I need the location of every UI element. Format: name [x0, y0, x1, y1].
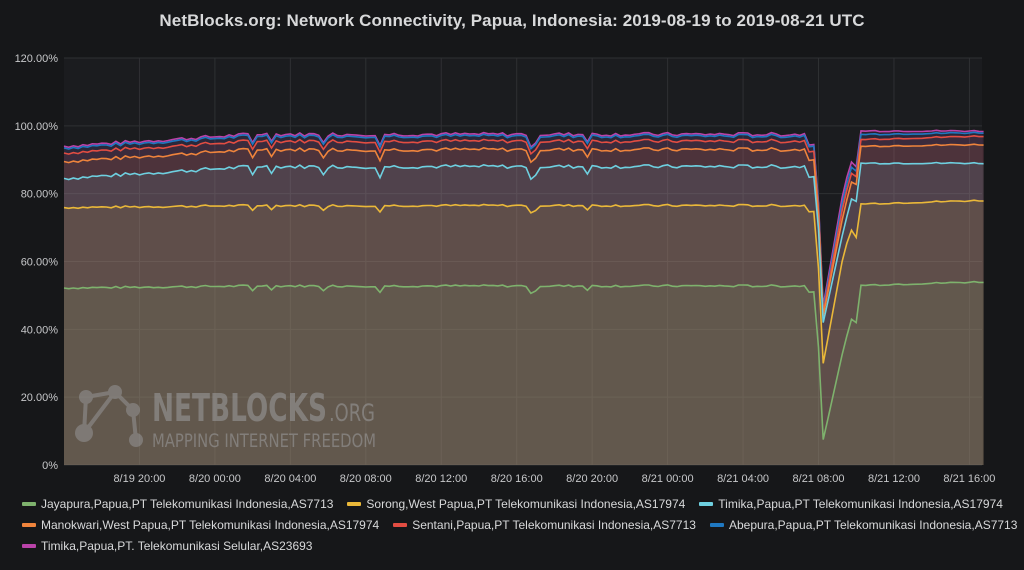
- series-line: [63, 131, 984, 310]
- legend-label: Sorong,West Papua,PT Telekomunikasi Indo…: [366, 496, 686, 511]
- y-tick-label: 20.00%: [21, 392, 59, 404]
- legend: Jayapura,Papua,PT Telekomunikasi Indones…: [22, 493, 1017, 556]
- logo-node: [75, 424, 93, 442]
- series-area: [64, 281, 984, 465]
- series-area: [64, 132, 984, 466]
- x-tick-label: 8/21 12:00: [868, 473, 920, 485]
- series-line: [63, 129, 984, 306]
- x-tick-label: 8/20 00:00: [189, 473, 241, 485]
- x-tick-label: 8/20 16:00: [491, 473, 543, 485]
- x-tick-label: 8/20 04:00: [264, 473, 316, 485]
- legend-label: Sentani,Papua,PT Telekomunikasi Indonesi…: [412, 517, 696, 532]
- legend-item[interactable]: Sentani,Papua,PT Telekomunikasi Indonesi…: [393, 518, 696, 532]
- series-line: [63, 199, 984, 364]
- series-line: [63, 280, 984, 440]
- y-tick-label: 100.00%: [15, 121, 59, 133]
- legend-label: Manokwari,West Papua,PT Telekomunikasi I…: [41, 517, 380, 532]
- netblocks-watermark: NETBLOCKS .ORG MAPPING INTERNET FREEDOM: [75, 385, 376, 452]
- legend-row: Timika,Papua,PT. Telekomunikasi Selular,…: [22, 535, 1012, 556]
- series-area: [64, 162, 984, 465]
- watermark-tagline: MAPPING INTERNET FREEDOM: [152, 430, 376, 452]
- logo-node: [79, 390, 93, 404]
- legend-swatch: [22, 501, 36, 506]
- legend-swatch: [347, 501, 362, 506]
- legend-swatch: [22, 543, 36, 548]
- chart-title: NetBlocks.org: Network Connectivity, Pap…: [159, 11, 865, 30]
- series-area: [64, 135, 984, 466]
- series-line: [63, 134, 984, 313]
- y-tick-label: 80.00%: [21, 189, 59, 201]
- watermark-brand: NETBLOCKS: [152, 386, 327, 430]
- legend-item[interactable]: Abepura,Papua,PT Telekomunikasi Indonesi…: [709, 517, 1018, 532]
- legend-row: Manokwari,West Papua,PT Telekomunikasi I…: [22, 514, 1017, 535]
- x-tick-label: 8/21 08:00: [793, 473, 845, 485]
- x-tick-label: 8/21 04:00: [717, 473, 769, 485]
- series-area: [64, 144, 984, 465]
- legend-swatch: [22, 522, 36, 527]
- legend-swatch: [709, 522, 724, 527]
- logo-node: [108, 385, 122, 399]
- y-tick-label: 120.00%: [15, 53, 59, 65]
- watermark-suffix: .ORG: [329, 399, 375, 427]
- legend-item[interactable]: Jayapura,Papua,PT Telekomunikasi Indones…: [22, 497, 333, 511]
- series-area: [64, 130, 984, 466]
- series-line: [63, 161, 984, 323]
- legend-item[interactable]: Timika,Papua,PT Telekomunikasi Indonesia…: [699, 497, 1003, 511]
- legend-item[interactable]: Timika,Papua,PT. Telekomunikasi Selular,…: [22, 539, 312, 553]
- legend-swatch: [393, 522, 408, 527]
- x-tick-label: 8/20 12:00: [415, 473, 467, 485]
- legend-label: Abepura,Papua,PT Telekomunikasi Indonesi…: [728, 517, 1018, 532]
- legend-item[interactable]: Manokwari,West Papua,PT Telekomunikasi I…: [22, 518, 379, 532]
- logo-node: [129, 433, 143, 447]
- series-line: [63, 143, 984, 316]
- logo-node: [126, 403, 140, 417]
- legend-label: Timika,Papua,PT Telekomunikasi Indonesia…: [718, 496, 1003, 511]
- y-tick-label: 60.00%: [21, 257, 59, 269]
- x-tick-label: 8/21 00:00: [642, 473, 694, 485]
- x-tick-label: 8/20 20:00: [566, 473, 618, 485]
- x-tick-label: 8/21 16:00: [943, 473, 995, 485]
- legend-label: Jayapura,Papua,PT Telekomunikasi Indones…: [41, 496, 334, 511]
- legend-row: Jayapura,Papua,PT Telekomunikasi Indones…: [22, 493, 1012, 514]
- legend-item[interactable]: Sorong,West Papua,PT Telekomunikasi Indo…: [347, 497, 685, 511]
- legend-swatch: [699, 501, 714, 506]
- x-tick-label: 8/19 20:00: [113, 473, 165, 485]
- x-tick-label: 8/20 08:00: [340, 473, 392, 485]
- y-tick-label: 0%: [42, 460, 58, 472]
- series-area: [64, 200, 984, 465]
- legend-label: Timika,Papua,PT. Telekomunikasi Selular,…: [41, 538, 313, 553]
- y-tick-label: 40.00%: [21, 324, 59, 336]
